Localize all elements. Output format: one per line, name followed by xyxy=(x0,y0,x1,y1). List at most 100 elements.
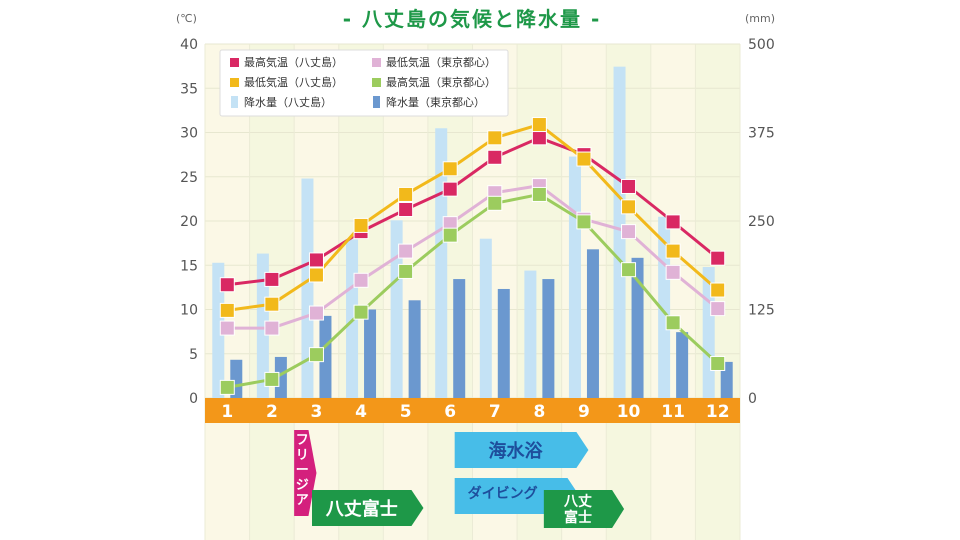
right-axis-tick-label: 0 xyxy=(748,391,757,407)
season-label: 八丈富士 xyxy=(326,498,398,520)
temperature-point xyxy=(621,224,637,240)
precipitation-bar xyxy=(212,262,225,398)
season-label-char: ジ xyxy=(296,478,309,493)
temperature-point xyxy=(308,267,324,283)
legend-swatch xyxy=(231,96,238,108)
season-label: 海水浴 xyxy=(489,440,544,462)
temperature-point xyxy=(710,250,726,266)
temperature-point xyxy=(398,186,414,202)
month-stripe xyxy=(650,44,696,540)
season-label: ダイビング xyxy=(468,485,538,502)
temperature-point xyxy=(442,227,458,243)
temperature-point xyxy=(531,130,547,146)
temperature-point xyxy=(219,302,235,318)
month-stripe xyxy=(249,44,295,540)
season-arrow xyxy=(312,490,424,526)
legend-label: 最低気温（東京都心） xyxy=(386,55,496,69)
left-axis-tick-label: 5 xyxy=(189,347,198,363)
temperature-point xyxy=(353,272,369,288)
precipitation-bar xyxy=(613,66,626,398)
temperature-point xyxy=(665,264,681,280)
season-label: 富士 xyxy=(564,509,592,526)
temperature-point xyxy=(531,117,547,133)
season-label: 八丈 xyxy=(563,494,592,510)
legend-box xyxy=(219,49,509,117)
temperature-point xyxy=(621,178,637,194)
precipitation-bar xyxy=(524,270,537,398)
temperature-point xyxy=(665,243,681,259)
season-arrow xyxy=(294,430,317,516)
temperature-point xyxy=(665,214,681,230)
month-stripe xyxy=(383,44,428,540)
right-axis-tick-label: 250 xyxy=(748,214,775,230)
temperature-point xyxy=(621,262,637,278)
season-label-char: リ xyxy=(296,448,309,463)
month-stripe xyxy=(606,44,651,540)
precipitation-bar xyxy=(364,309,377,398)
temperature-point xyxy=(219,277,235,293)
legend-swatch xyxy=(230,78,239,87)
season-label-char: ア xyxy=(296,493,309,508)
legend-swatch xyxy=(372,78,381,87)
temperature-point xyxy=(710,355,726,371)
left-axis-tick-label: 15 xyxy=(180,258,198,274)
temperature-point xyxy=(353,304,369,320)
legend-label: 最低気温（八丈島） xyxy=(244,75,343,89)
temperature-point xyxy=(576,151,592,167)
temperature-point xyxy=(665,315,681,331)
left-axis-tick-label: 10 xyxy=(180,303,198,319)
right-axis-tick-label: 125 xyxy=(748,303,775,319)
temperature-point xyxy=(487,149,503,165)
month-label: 10 xyxy=(617,402,641,422)
month-label: 11 xyxy=(661,402,685,422)
right-axis-tick-label: 375 xyxy=(748,126,775,142)
precipitation-bar xyxy=(274,356,287,398)
temperature-point xyxy=(219,320,235,336)
month-label: 8 xyxy=(533,402,545,422)
temperature-point xyxy=(398,201,414,217)
temperature-point xyxy=(353,217,369,233)
precipitation-bar xyxy=(676,332,689,398)
temperature-point xyxy=(442,161,458,177)
month-band: 1 2 3 4 5 6 7 8 9 10 11 12 xyxy=(205,398,740,423)
temperature-point xyxy=(442,181,458,197)
temperature-point xyxy=(264,320,280,336)
temperature-point xyxy=(308,305,324,321)
left-axis-tick-label: 0 xyxy=(189,391,198,407)
temperature-point xyxy=(308,252,324,268)
temperature-point xyxy=(710,282,726,298)
precipitation-bar xyxy=(479,238,492,398)
temperature-point xyxy=(219,379,235,395)
month-label: 4 xyxy=(355,402,367,422)
precipitation-bar xyxy=(586,249,599,398)
legend-swatch xyxy=(373,96,380,108)
precipitation-bar xyxy=(256,253,269,398)
season-arrow xyxy=(454,432,589,468)
precipitation-bar xyxy=(301,178,314,398)
legend-label: 最高気温（東京都心） xyxy=(386,75,496,89)
left-axis-tick-label: 25 xyxy=(180,170,198,186)
legend-swatch xyxy=(372,58,381,67)
precipitation-bar xyxy=(631,257,644,398)
temperature-point xyxy=(621,199,637,215)
legend-label: 最高気温（八丈島） xyxy=(244,55,343,69)
temperature-point xyxy=(398,263,414,279)
left-axis-tick-label: 40 xyxy=(180,37,198,53)
temperature-point xyxy=(576,214,592,230)
legend-label: 降水量（東京都心） xyxy=(386,95,485,109)
right-axis-tick-label: 500 xyxy=(748,37,775,53)
month-band-background xyxy=(205,398,740,423)
precipitation-bar xyxy=(542,279,555,398)
month-label: 9 xyxy=(578,402,590,422)
month-label: 7 xyxy=(489,402,501,422)
month-label: 1 xyxy=(221,402,233,422)
chart-title: - 八丈島の気候と降水量 - xyxy=(343,7,602,31)
temperature-point xyxy=(264,271,280,287)
season-arrow xyxy=(543,490,625,528)
left-axis-tick-label: 30 xyxy=(180,126,198,142)
month-label: 6 xyxy=(444,402,456,422)
legend: 最高気温（八丈島） 最低気温（東京都心） 最低気温（八丈島） 最高気温（東京都心） 降水… xyxy=(219,49,509,117)
left-axis-tick-label: 35 xyxy=(180,81,198,97)
